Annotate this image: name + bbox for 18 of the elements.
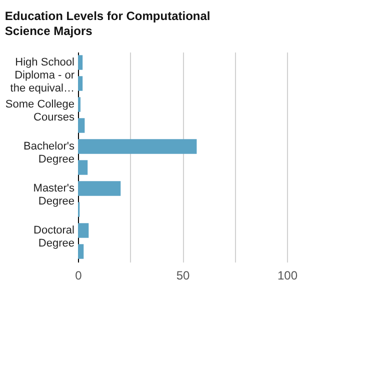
x-tick-label: 100 [277,268,298,282]
chart-title: Education Levels for Computational Science Majors [4,9,210,38]
y-tick-label: Master's Degree [33,182,75,208]
bar [78,76,83,91]
x-tick-label: 0 [75,268,82,282]
bar [78,223,89,238]
x-tick-label: 50 [176,268,190,282]
y-tick-label: Bachelor's Degree [23,140,75,166]
bar [78,118,85,133]
bar [78,97,81,112]
bar [78,55,83,70]
bar [78,160,88,175]
y-tick-label: Some College Courses [5,98,75,124]
bar [78,139,197,154]
bar [78,181,121,196]
bar [78,244,84,259]
y-tick-label: Doctoral Degree [34,224,74,250]
y-tick-label: High School Diploma - or the equival… [10,56,75,94]
